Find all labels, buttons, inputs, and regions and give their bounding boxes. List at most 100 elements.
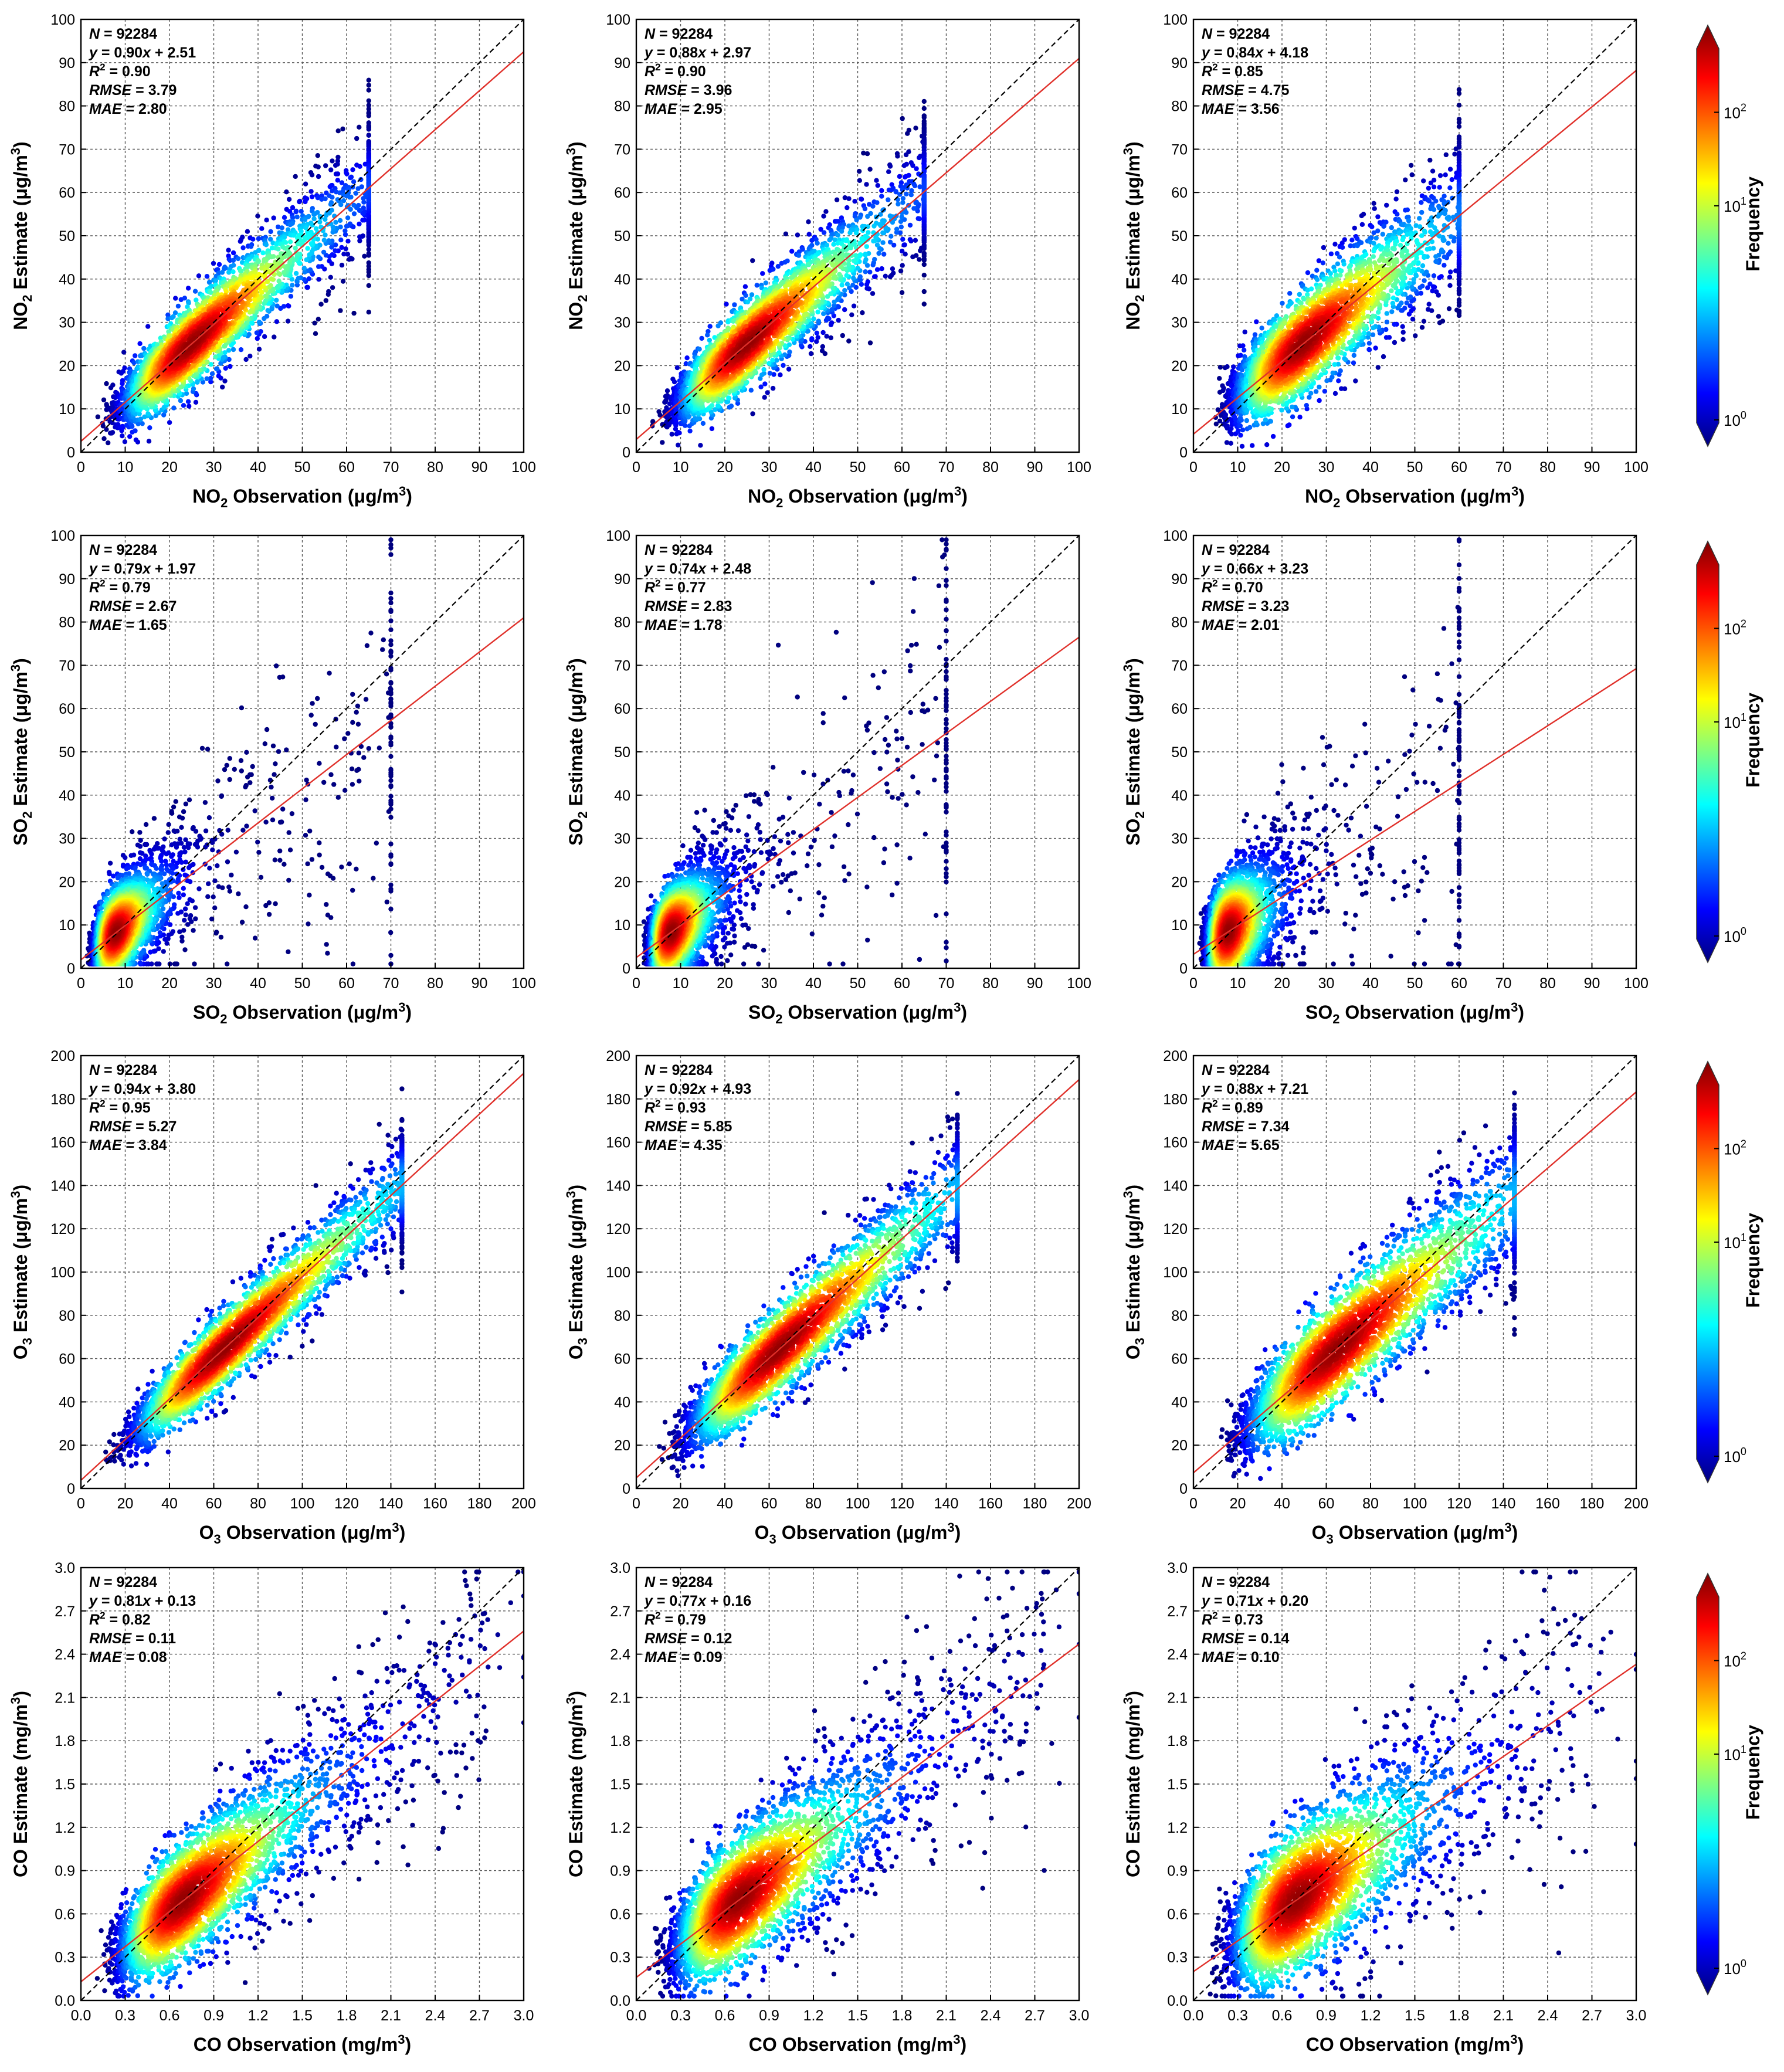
scatter-point (840, 283, 844, 287)
scatter-point (904, 192, 908, 196)
scatter-point (880, 240, 885, 245)
x-tick-label: 60 (338, 459, 355, 476)
scatter-point (218, 340, 222, 345)
scatter-point (293, 174, 298, 179)
scatter-point (871, 239, 876, 243)
scatter-point (889, 187, 894, 192)
scatter-point (761, 367, 766, 372)
scatter-point (821, 311, 826, 316)
scatter-point (875, 267, 880, 272)
scatter-point (846, 338, 851, 343)
scatter-point (357, 235, 362, 239)
scatter-point (908, 223, 913, 228)
scatter-point (262, 334, 267, 339)
scatter-point (849, 245, 853, 250)
scatter-point (341, 252, 346, 256)
scatter-point (323, 163, 328, 168)
stat-mae: MAE = 2.80 (89, 101, 167, 117)
scatter-point (255, 336, 260, 341)
scatter-point (239, 347, 243, 352)
scatter-point (286, 318, 290, 323)
scatter-point (815, 241, 819, 246)
scatter-point (123, 439, 127, 444)
scatter-point (922, 262, 927, 267)
scatter-point (367, 310, 371, 314)
scatter-point (137, 341, 142, 346)
scatter-point (863, 252, 867, 256)
scatter-point (750, 411, 755, 416)
scatter-point (891, 270, 896, 275)
scatter-point (367, 127, 371, 131)
y-tick-label: 0 (67, 445, 75, 461)
scatter-point (348, 175, 352, 180)
scatter-point (670, 432, 674, 436)
scatter-point (333, 248, 337, 253)
scatter-point (238, 239, 243, 243)
scatter-point (888, 234, 893, 239)
scatter-point (322, 238, 327, 242)
scatter-point (145, 324, 150, 328)
scatter-point (330, 158, 334, 163)
scatter-point (899, 225, 904, 229)
scatter-panel-no2-2: 0010102020303040405050606070708080909010… (564, 12, 1091, 510)
scatter-point (330, 285, 335, 290)
scatter-point (852, 304, 856, 308)
scatter-point (820, 344, 825, 349)
scatter-point (785, 259, 789, 263)
scatter-point (895, 154, 900, 158)
scatter-point (141, 346, 146, 351)
scatter-point (759, 372, 764, 377)
scatter-point (896, 202, 900, 206)
scatter-point (290, 283, 294, 287)
scatter-point (724, 301, 728, 306)
scatter-point (868, 340, 873, 345)
scatter-point (304, 257, 309, 262)
scatter-point (167, 420, 172, 425)
scatter-point (809, 351, 813, 356)
scatter-point (347, 257, 351, 262)
scatter-point (354, 136, 359, 141)
scatter-point (796, 253, 801, 257)
scatter-point (898, 219, 903, 224)
scatter-point (302, 266, 307, 270)
x-tick-label: 20 (161, 459, 178, 476)
scatter-point (186, 286, 191, 290)
scatter-point (231, 258, 236, 263)
scatter-point (367, 283, 371, 288)
scatter-point (178, 398, 183, 403)
scatter-point (264, 218, 269, 222)
scatter-point (758, 385, 763, 389)
x-tick-label: 30 (206, 459, 222, 476)
scatter-point (268, 229, 273, 234)
scatter-point (357, 125, 361, 130)
scatter-point (352, 211, 357, 216)
scatter-point (326, 289, 331, 294)
scatter-point (230, 269, 235, 274)
scatter-point (864, 182, 869, 186)
scatter-point (863, 257, 868, 262)
scatter-point (287, 197, 291, 202)
scatter-point (351, 311, 356, 316)
scatter-point (699, 336, 704, 341)
scatter-point (816, 335, 820, 340)
scatter-point (815, 310, 820, 314)
scatter-point (350, 167, 355, 172)
scatter-point (839, 229, 844, 233)
scatter-point (900, 200, 905, 205)
scatter-point (755, 283, 759, 287)
scatter-point (806, 262, 811, 267)
scatter-point (665, 388, 670, 393)
scatter-point (269, 276, 274, 281)
scatter-point (316, 255, 321, 259)
scatter-point (888, 240, 893, 245)
scatter-point (786, 367, 791, 371)
x-tick-label: 70 (383, 459, 399, 476)
scatter-point (249, 244, 253, 249)
scatter-point (145, 411, 150, 416)
scatter-point (776, 264, 781, 269)
scatter-point (341, 279, 345, 284)
scatter-point (890, 266, 895, 271)
scatter-point (901, 243, 906, 247)
scatter-point (865, 214, 870, 219)
scatter-panel-no2-1: 0010102020303040405050606070708080909010… (8, 12, 536, 510)
